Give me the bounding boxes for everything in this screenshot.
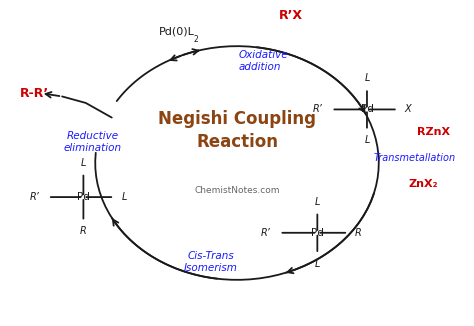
Text: Pd(0)L: Pd(0)L bbox=[159, 26, 195, 37]
Text: L: L bbox=[365, 73, 370, 83]
Text: R: R bbox=[355, 228, 362, 238]
Text: L: L bbox=[315, 197, 320, 207]
Text: L: L bbox=[365, 135, 370, 145]
Text: X: X bbox=[405, 104, 411, 114]
Text: R’: R’ bbox=[29, 192, 39, 202]
Text: Pd: Pd bbox=[361, 104, 374, 114]
Text: L: L bbox=[315, 259, 320, 269]
Text: R’X: R’X bbox=[279, 9, 303, 22]
Text: R-R’: R-R’ bbox=[19, 87, 49, 100]
Text: R: R bbox=[80, 226, 87, 236]
Text: Negishi Coupling
Reaction: Negishi Coupling Reaction bbox=[158, 111, 316, 151]
Text: R’: R’ bbox=[313, 104, 323, 114]
Text: Oxidative
addition: Oxidative addition bbox=[238, 50, 288, 71]
Text: Transmetallation: Transmetallation bbox=[373, 153, 456, 163]
Text: L: L bbox=[81, 158, 86, 168]
Text: Cis-Trans
Isomerism: Cis-Trans Isomerism bbox=[184, 251, 238, 273]
Text: 2: 2 bbox=[193, 35, 198, 44]
Text: L: L bbox=[122, 192, 127, 202]
Text: Pd: Pd bbox=[311, 228, 324, 238]
Text: ChemistNotes.com: ChemistNotes.com bbox=[194, 186, 280, 195]
Text: RZnX: RZnX bbox=[417, 127, 450, 137]
Text: Pd: Pd bbox=[77, 192, 90, 202]
Text: R’: R’ bbox=[261, 228, 271, 238]
Text: ZnX₂: ZnX₂ bbox=[409, 179, 438, 189]
Text: Reductive
elimination: Reductive elimination bbox=[64, 131, 122, 153]
